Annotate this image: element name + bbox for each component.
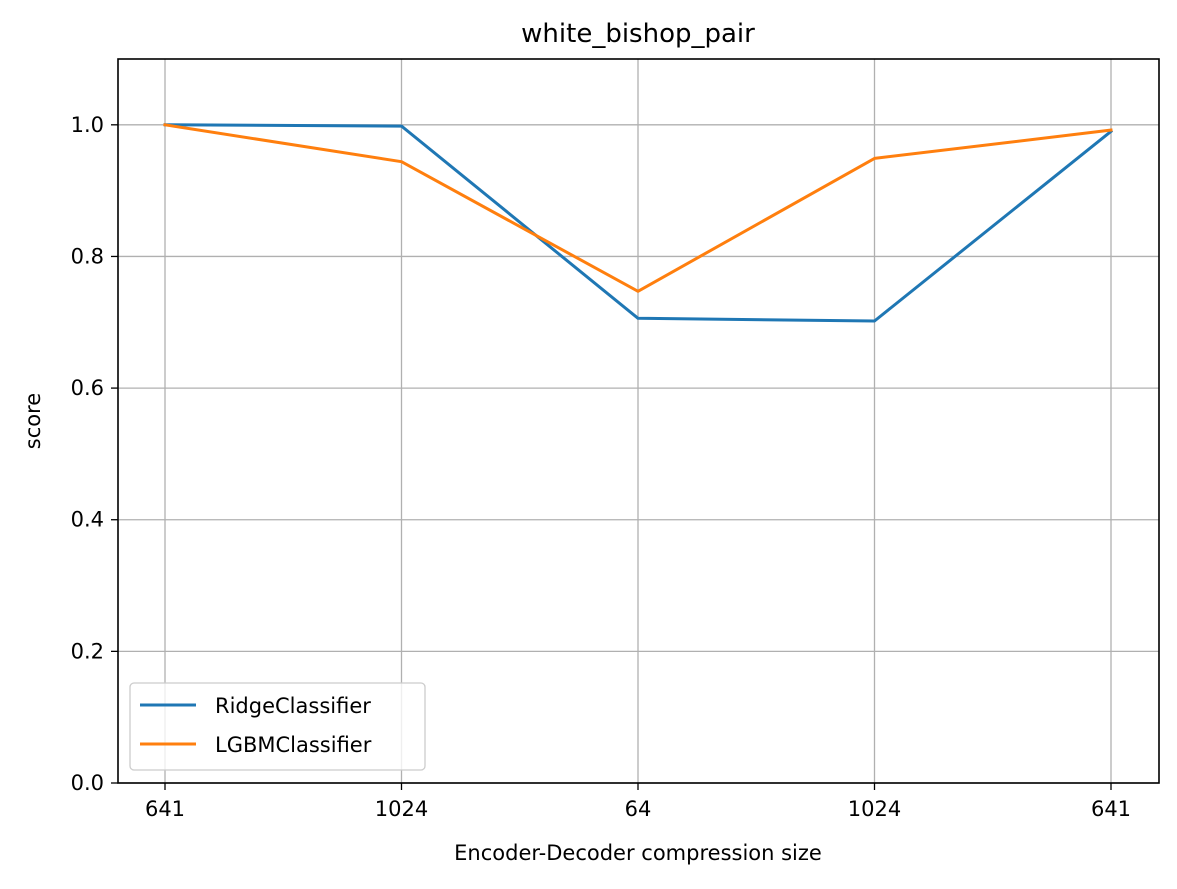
y-tick-label: 1.0: [71, 113, 104, 137]
series-lines: [163, 123, 1114, 323]
x-tick-label: 1024: [848, 797, 901, 821]
y-tick-label: 0.2: [71, 639, 104, 663]
chart-title: white_bishop_pair: [521, 19, 755, 49]
x-axis-label: Encoder-Decoder compression size: [454, 841, 822, 865]
x-tick-label: 641: [145, 797, 185, 821]
x-tick-label: 64: [625, 797, 652, 821]
axis-ticks: 641 1024 64 1024 641 0.0 0.2 0.4 0.6 0.8 1.0: [71, 113, 1131, 821]
x-tick-label: 1024: [375, 797, 428, 821]
series-line-ridgeclassifier: [163, 123, 1114, 323]
legend-label-lgbmclassifier: LGBMClassifier: [215, 733, 372, 757]
x-tick-label: 641: [1091, 797, 1131, 821]
legend-box: [129, 682, 426, 771]
legend: RidgeClassifier LGBMClassifier: [129, 682, 426, 771]
y-tick-label: 0.0: [71, 771, 104, 795]
y-tick-label: 0.8: [71, 244, 104, 268]
series-line-lgbmclassifier: [163, 123, 1113, 293]
y-tick-label: 0.6: [71, 376, 104, 400]
y-axis-label: score: [21, 393, 45, 449]
legend-label-ridgeclassifier: RidgeClassifier: [215, 694, 371, 718]
grid: [118, 59, 1159, 784]
y-tick-label: 0.4: [71, 508, 104, 532]
